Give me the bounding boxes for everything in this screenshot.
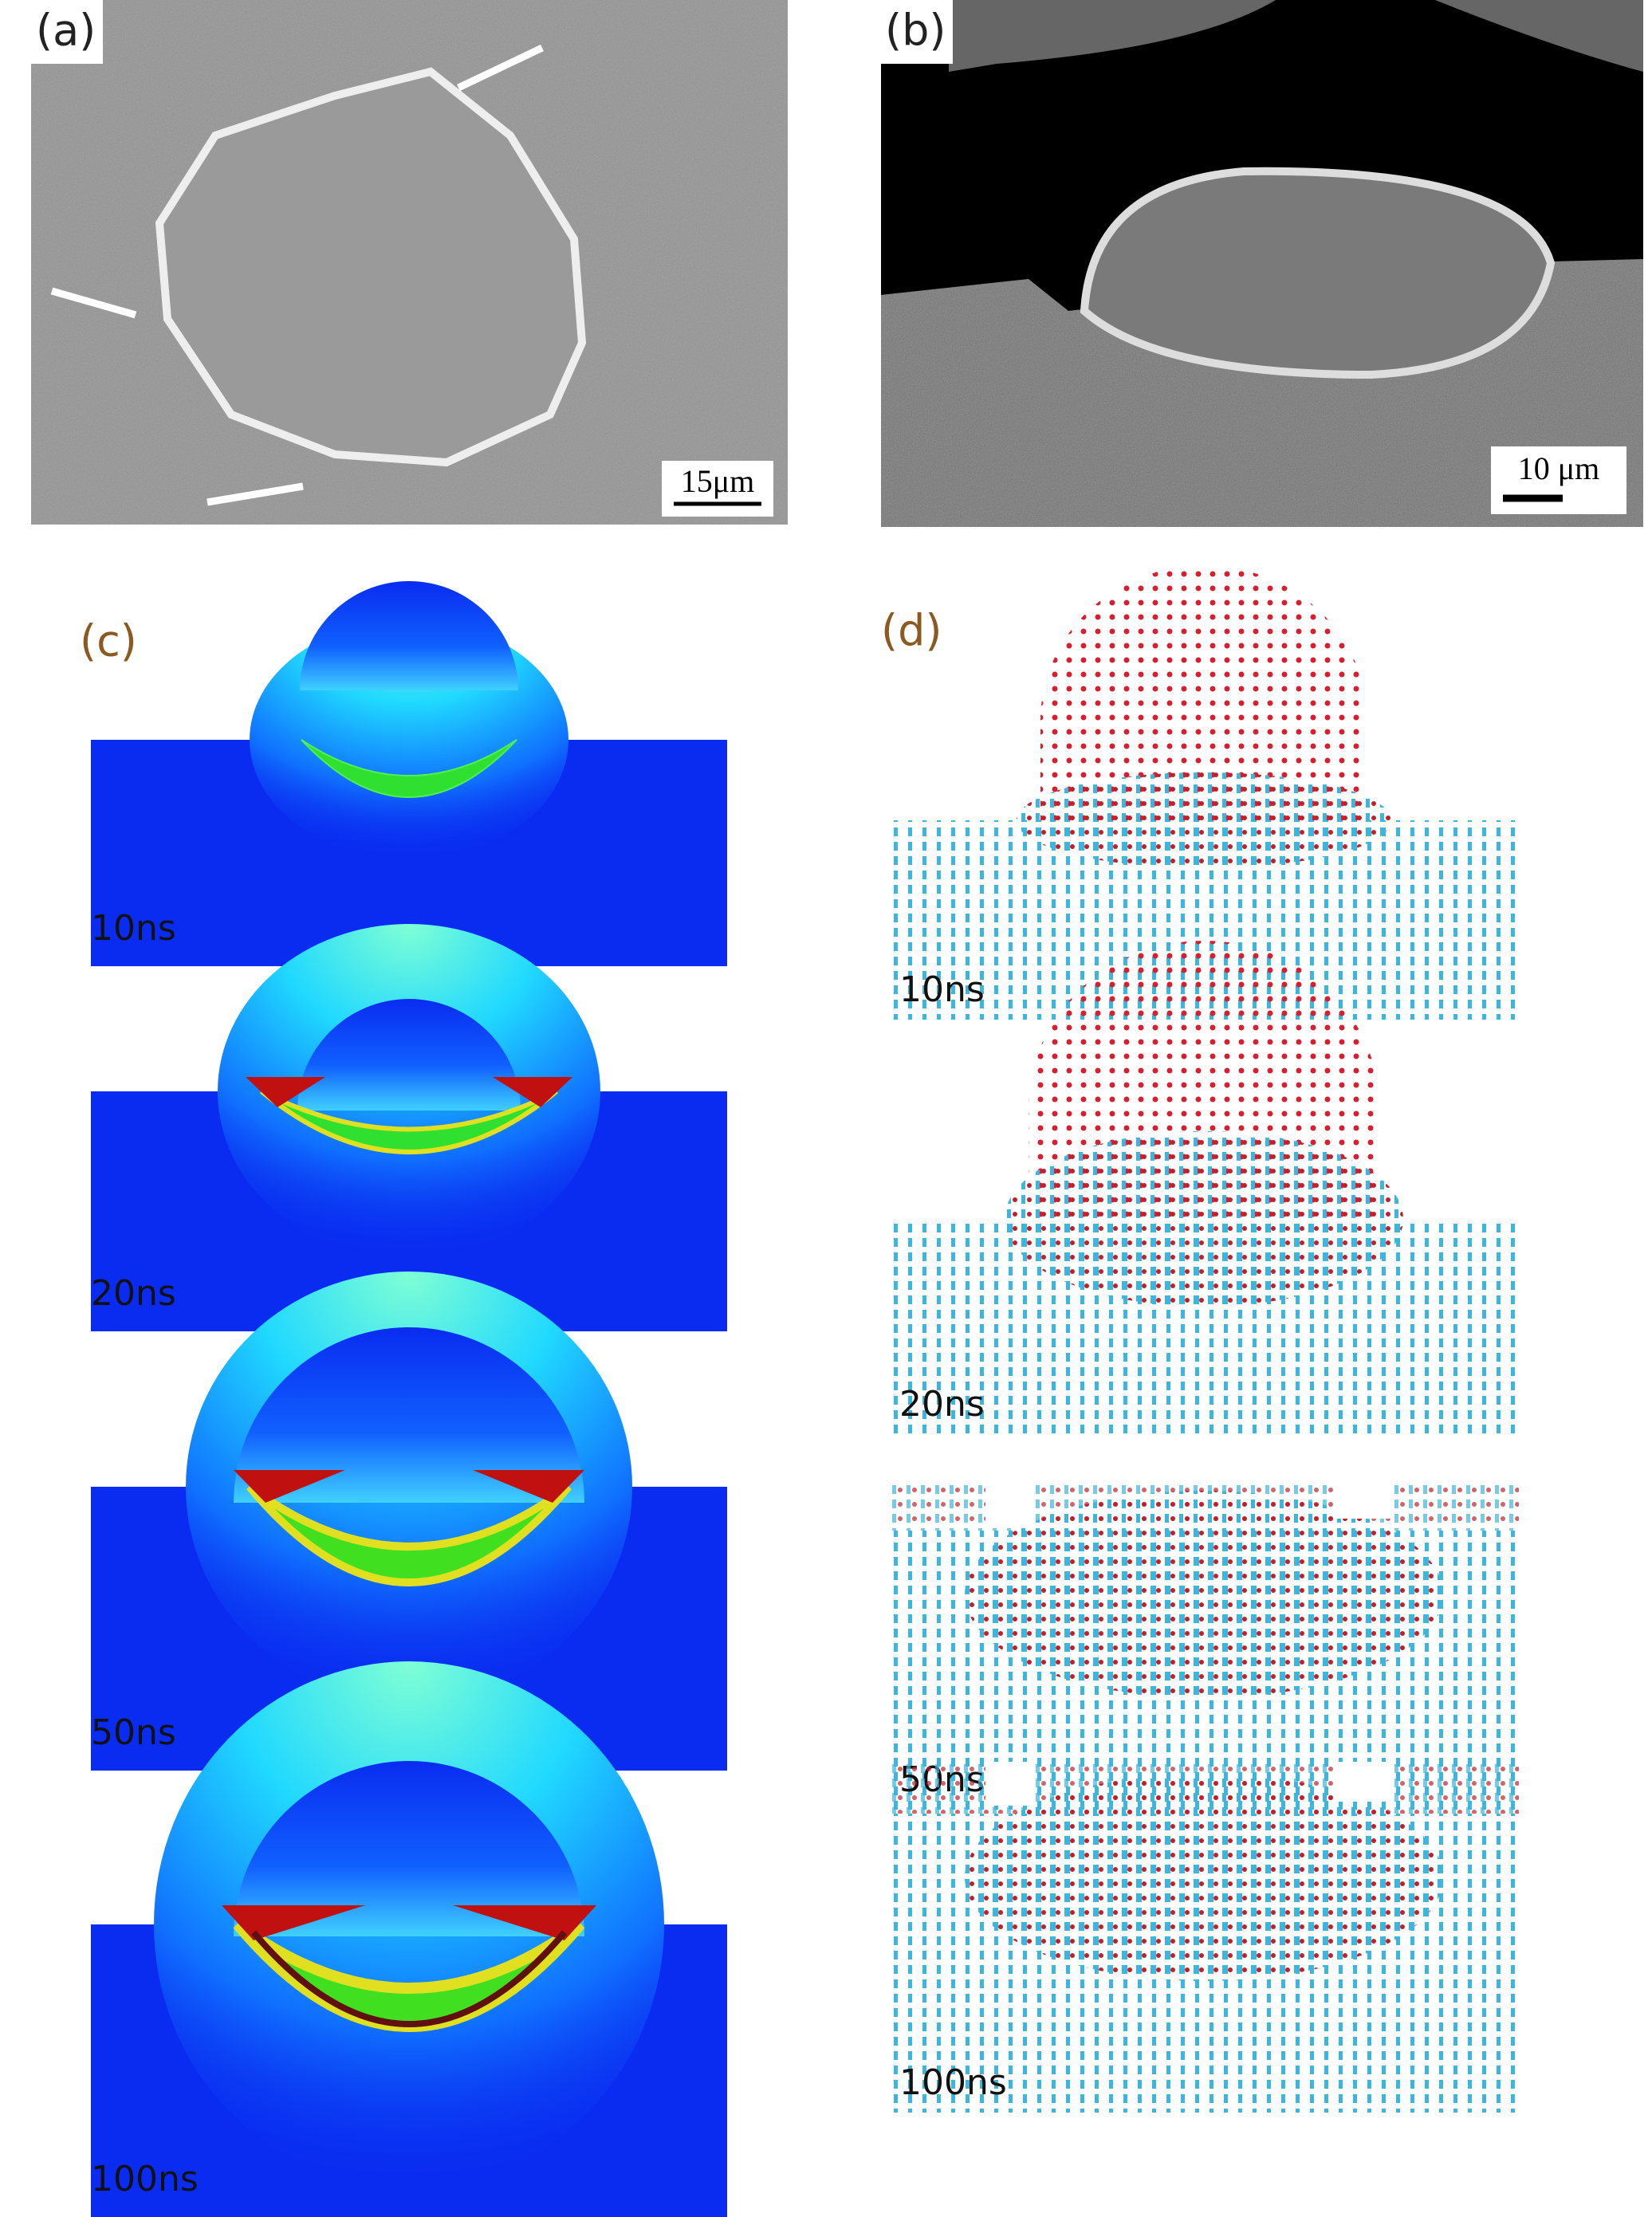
particle [234,1327,584,1503]
fem-frame: 100ns [91,1661,727,2217]
particle [297,999,521,1110]
crater [155,67,587,467]
time-label: 20ns [91,1273,176,1314]
mixed-zone [1017,772,1391,868]
panel-a: (a) 15μm [31,0,788,525]
mixed-zone [965,1491,1443,1698]
gap [1336,1762,1392,1802]
arrows [50,44,544,506]
fem-frame: 50ns [91,1272,727,1771]
gap [1336,1483,1392,1519]
debris [949,0,1643,72]
jet [234,1470,584,1503]
particle [1080,167,1556,379]
panel-label: (d) [881,606,942,656]
plastic-zone [301,739,517,798]
plastic-zone [233,1920,585,2032]
time-label: 20ns [899,1384,985,1425]
scale-bg [1491,446,1626,514]
particle [234,1761,584,1936]
md-frame: 20ns [890,941,1519,1434]
panel-label: (a) [36,6,96,56]
jet [222,1905,596,1940]
md-frame: 100ns [890,1762,1519,2113]
scale-bg [662,461,773,517]
md-frame: 50ns [890,1483,1519,1810]
mixed-zone [965,1774,1443,1981]
fem-frame: 10ns [91,581,727,966]
interface [250,1930,568,2027]
gap [985,1762,1033,1806]
label-bg [881,0,953,64]
time-label: 10ns [91,908,176,949]
panel-label: (c) [80,616,137,666]
scale-bar: 10 μm [1518,450,1600,486]
fem-frame: 20ns [91,924,727,1331]
time-label: 10ns [899,969,985,1010]
scale-bar: 15μm [681,463,755,499]
panel-b: (b) 10 μm [881,0,1643,527]
mixed-zone [1005,1131,1403,1307]
particle-atoms [1040,565,1367,820]
time-label: 100ns [91,2159,199,2199]
frames: 10ns 20ns 50ns 100ns 10ns 20ns 50ns 100ns [91,565,1519,2217]
time-label: 50ns [91,1712,176,1753]
particle [300,581,518,690]
gap [985,1483,1033,1523]
time-label: 100ns [899,2062,1007,2103]
panel-label: (b) [885,6,946,56]
plastic-zone [246,1483,572,1586]
jet [246,1077,572,1107]
label-bg [31,0,103,64]
md-frame: 10ns [890,565,1519,1020]
